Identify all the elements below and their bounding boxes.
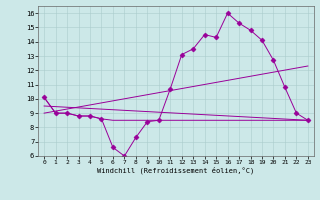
X-axis label: Windchill (Refroidissement éolien,°C): Windchill (Refroidissement éolien,°C)	[97, 167, 255, 174]
